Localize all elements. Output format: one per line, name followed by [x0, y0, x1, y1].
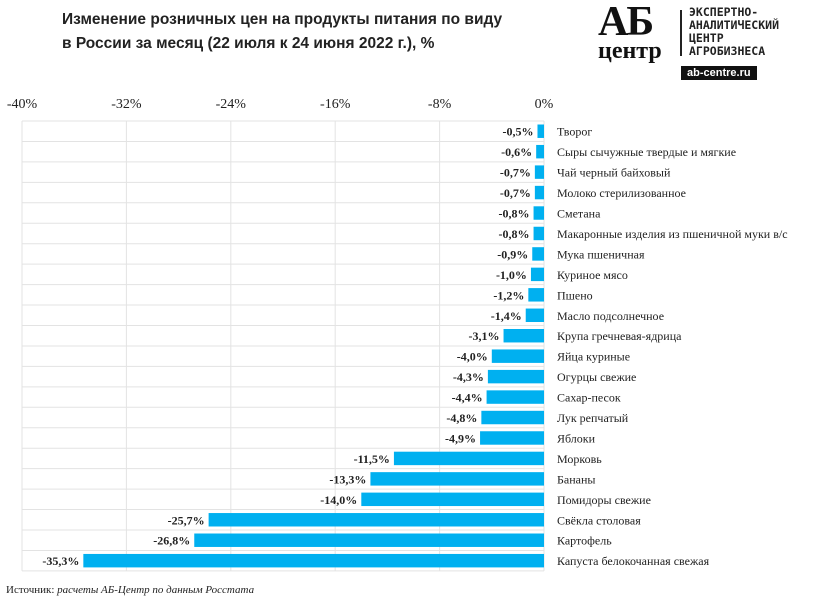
value-label: -0,8% — [499, 207, 530, 221]
value-label: -14,0% — [320, 493, 357, 507]
logo-url: ab-centre.ru — [681, 66, 757, 80]
bar — [525, 308, 544, 322]
x-tick-label: -32% — [111, 97, 142, 112]
bar — [480, 431, 544, 445]
category-label: Мука пшеничная — [557, 247, 645, 261]
category-label: Огурцы свежие — [557, 370, 636, 384]
category-label: Чай черный байховый — [557, 166, 671, 180]
x-tick-label: -16% — [320, 97, 351, 112]
category-label: Свёкла столовая — [557, 513, 641, 527]
ab-centre-logo: АБ центр ЭКСПЕРТНО- АНАЛИТИЧЕСКИЙ ЦЕНТР … — [596, 0, 821, 80]
value-label: -26,8% — [153, 534, 190, 548]
category-label: Крупа гречневая-ядрица — [557, 329, 682, 343]
category-label: Лук репчатый — [557, 411, 629, 425]
value-label: -4,9% — [445, 431, 476, 445]
logo-divider — [680, 10, 682, 56]
logo-big: АБ — [598, 0, 654, 45]
category-label: Яблоки — [557, 431, 596, 445]
bar — [486, 390, 544, 404]
value-label: -4,8% — [446, 411, 477, 425]
category-label: Масло подсолнечное — [557, 309, 664, 323]
logo-line: АГРОБИЗНЕСА — [689, 44, 766, 58]
category-label: Сметана — [557, 207, 601, 221]
title-line-2: в России за месяц (22 июля к 24 июня 202… — [62, 35, 435, 52]
bar — [530, 267, 544, 282]
bar — [487, 369, 544, 384]
logo-line: ЦЕНТР — [689, 31, 724, 45]
category-label: Картофель — [557, 534, 612, 548]
bar — [536, 144, 544, 159]
bar — [208, 513, 545, 527]
value-label: -0,7% — [500, 166, 531, 180]
bar — [393, 451, 544, 466]
category-label: Макаронные изделия из пшеничной муки в/с — [557, 227, 788, 241]
category-label: Бананы — [557, 472, 595, 486]
source-note: Источник: расчеты АБ-Центр по данным Рос… — [6, 584, 254, 596]
category-label: Капуста белокочанная свежая — [557, 554, 710, 568]
category-label: Сахар-песок — [557, 391, 621, 405]
value-label: -0,9% — [497, 247, 528, 261]
bar — [533, 206, 544, 220]
value-label: -35,3% — [42, 554, 79, 568]
bar — [533, 226, 544, 241]
category-label: Молоко стерилизованное — [557, 186, 686, 200]
bar — [481, 410, 544, 425]
category-label: Помидоры свежие — [557, 493, 651, 507]
title-line-1: Изменение розничных цен на продукты пита… — [62, 11, 503, 28]
chart-title: Изменение розничных цен на продукты пита… — [62, 8, 502, 56]
x-tick-label: 0% — [535, 97, 554, 112]
category-label: Сыры сычужные твердые и мягкие — [557, 145, 736, 159]
value-label: -1,4% — [491, 309, 522, 323]
bar — [528, 288, 544, 302]
value-label: -0,8% — [499, 227, 530, 241]
value-label: -0,5% — [502, 125, 533, 139]
value-label: -1,0% — [496, 268, 527, 282]
bar — [491, 349, 544, 363]
bar — [83, 553, 545, 568]
x-tick-label: -24% — [216, 97, 247, 112]
value-label: -4,0% — [457, 350, 488, 364]
logo-small: центр — [598, 38, 662, 64]
bar-chart: -40% -32% -24% -16% -8% 0%-0,5% Творог -0,6% Сыр… — [7, 97, 788, 572]
bar — [370, 472, 544, 486]
bar — [361, 492, 544, 507]
source-label: Источник: — [6, 584, 55, 596]
x-tick-label: -8% — [428, 97, 452, 112]
x-tick-label: -40% — [7, 97, 38, 112]
value-label: -11,5% — [354, 452, 390, 466]
category-label: Пшено — [557, 288, 593, 302]
value-label: -3,1% — [469, 329, 500, 343]
bar — [532, 247, 544, 261]
logo-line: АНАЛИТИЧЕСКИЙ — [689, 18, 780, 32]
value-label: -4,3% — [453, 370, 484, 384]
value-label: -13,3% — [329, 472, 366, 486]
value-label: -4,4% — [452, 391, 483, 405]
value-label: -0,6% — [501, 145, 532, 159]
bar — [534, 165, 544, 179]
value-label: -0,7% — [500, 186, 531, 200]
category-label: Творог — [557, 125, 592, 139]
value-label: -1,2% — [493, 288, 524, 302]
category-label: Морковь — [557, 452, 602, 466]
category-label: Яйца куриные — [557, 350, 630, 364]
bar — [537, 124, 544, 138]
bar — [534, 185, 544, 200]
bar — [194, 533, 544, 547]
logo-text: ЭКСПЕРТНО- АНАЛИТИЧЕСКИЙ ЦЕНТР АГРОБИЗНЕ… — [689, 6, 779, 58]
value-label: -25,7% — [168, 513, 205, 527]
bar — [503, 329, 544, 343]
logo-line: ЭКСПЕРТНО- — [689, 5, 759, 19]
source-text: расчеты АБ-Центр по данным Росстата — [57, 584, 255, 596]
category-label: Куриное мясо — [557, 268, 628, 282]
